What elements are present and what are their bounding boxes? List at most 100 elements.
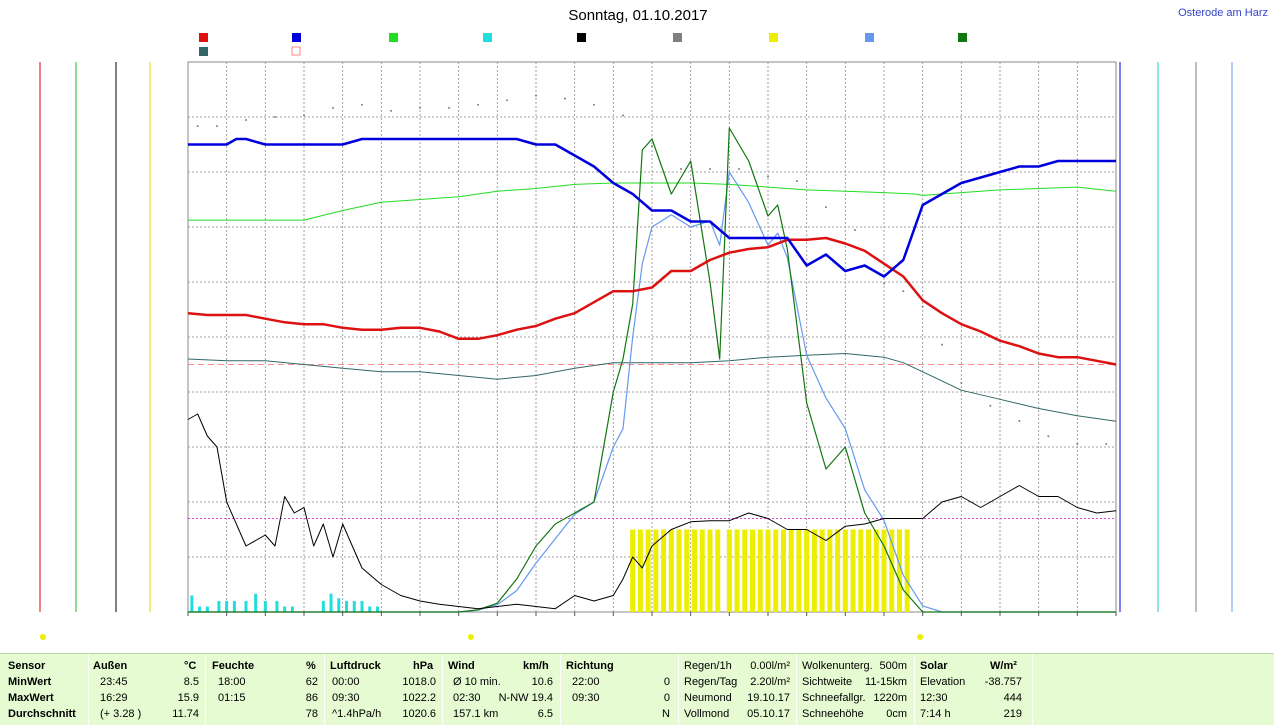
feuchte-value: 78 [305,708,318,720]
sunshine-bar [630,529,636,612]
direction-point [960,381,963,384]
druck-time: 09:30 [332,692,360,704]
richtung-value: N [662,708,670,720]
wind-value: 6.5 [537,708,553,720]
legend-swatch [199,33,208,42]
direction-point [448,106,450,109]
wind-maxvalue: N-NW 19.4 [498,692,553,704]
time-axis [40,612,1117,640]
direction-point [419,106,421,109]
aussen-time: (+ 3.28 ) [100,708,142,720]
legend-swatch [291,46,301,56]
aussen-value: 8.5 [183,676,199,688]
direction-point [332,106,334,109]
rain-bar [375,606,379,612]
rain-bar [244,601,248,612]
rain-key: Regen/Tag [684,676,738,688]
legend-swatch [292,33,301,42]
rain-bar [205,606,209,612]
rain-key: Vollmond [684,708,730,720]
feuchte-value: 86 [305,692,318,704]
rain-bar [352,601,356,612]
series-line-taupunkt [187,353,1117,422]
cloud-key: Sichtweite [802,676,853,688]
legend-swatch [958,33,967,42]
stats-header-feuchte: Feuchte [212,660,255,672]
solar-value: 444 [1003,692,1022,704]
legend-swatch [389,33,398,42]
sunshine-bar [692,529,698,612]
stats-header-aussen: Außen [93,660,128,672]
chart-axes [39,62,1233,612]
rain-bar [232,601,236,612]
series-line-feuchte [188,137,1116,278]
rain-value: 05.10.17 [747,708,790,720]
aussen-time: 16:29 [100,692,128,704]
legend-swatch [577,33,586,42]
time-marker-icon [40,634,46,640]
sunshine-bar [750,529,756,612]
rain-bar [329,593,333,612]
chart-legend [199,33,967,56]
stats-header-druck-unit: hPa [413,660,434,672]
wind-value: 10.6 [531,676,553,688]
rain-bar [337,598,341,612]
direction-point [767,175,769,178]
rain-bar [225,601,229,612]
aussen-time: 23:45 [100,676,128,688]
legend-swatch [483,33,492,42]
series-line-auen [187,236,1117,366]
direction-point [883,282,885,285]
rain-value: 0.00l/m² [750,660,790,672]
sunshine-bar [637,529,643,612]
cloud-key: Schneefallgr. [802,692,866,704]
direction-point [593,103,595,106]
richtung-value: 0 [663,676,670,688]
stats-row-label: MaxWert [8,692,54,704]
stats-row-label: Durchschnitt [8,708,76,720]
sunshine-bar [873,529,879,612]
direction-point [941,343,943,346]
chart-title: Sonntag, 01.10.2017 [568,7,707,24]
legend-swatch [673,33,682,42]
sunshine-bar [734,529,740,612]
richtung-time: 22:00 [572,676,600,688]
solar-key: Elevation [920,676,966,688]
direction-point [902,290,905,293]
sunshine-bar [676,529,682,612]
sunshine-bar [661,529,667,612]
rain-bar [283,606,287,612]
druck-time: ^1.4hPa/h [332,708,382,720]
location-label: Osterode am Harz [1178,7,1268,19]
rain-key: Regen/1h [684,660,732,672]
sunshine-bar [788,529,794,612]
direction-point [303,114,305,117]
cloud-value: 500m [879,660,907,672]
rain-bar [368,606,372,612]
statistics-panel: Sensor Außen °C Feuchte % Luftdruck hPa … [0,653,1274,725]
sunshine-bar [780,529,786,612]
stats-header-wind-unit: km/h [523,660,549,672]
rain-bar [345,601,349,612]
direction-point [1105,442,1108,445]
solar-key: 7:14 h [920,708,951,720]
sunshine-bar [842,529,848,612]
direction-point [796,180,798,183]
rain-bar [198,606,202,612]
sunshine-bar [699,529,705,612]
rain-bar [254,593,258,612]
wind-time: 02:30 [453,692,481,704]
sunshine-bar [804,529,810,612]
cloud-key: Schneehöhe [802,708,864,720]
legend-swatch [865,33,874,42]
sunshine-bar [904,529,910,612]
rain-bar [263,601,267,612]
richtung-time: 09:30 [572,692,600,704]
direction-point [651,145,653,148]
stats-header-solar-unit: W/m² [990,660,1017,672]
weather-chart: Sonntag, 01.10.2017 Osterode am Harz [39,7,1268,640]
rain-value: 2.20l/m² [750,676,790,688]
direction-point [1047,435,1050,438]
stats-header-wind: Wind [448,660,475,672]
stats-header-sensor: Sensor [8,660,46,672]
